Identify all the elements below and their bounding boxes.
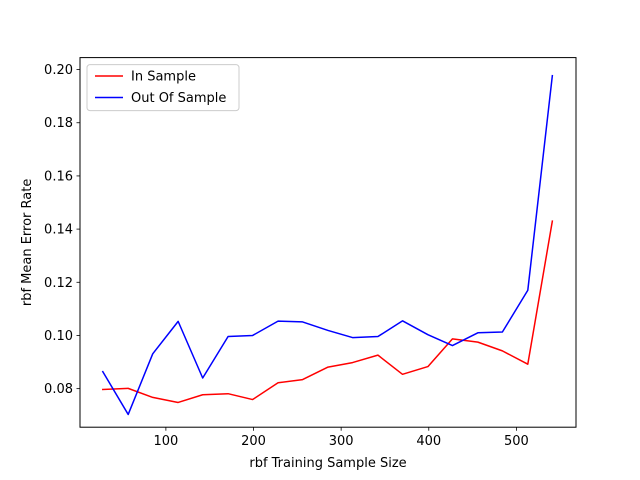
- y-tick-label: 0.12: [44, 276, 73, 291]
- plot-area: [80, 57, 576, 428]
- x-axis-ticks: 100 200 300 400 500: [153, 427, 529, 449]
- axes: [79, 57, 577, 428]
- y-tick-label: 0.14: [44, 223, 73, 238]
- legend: In Sample Out Of Sample: [86, 64, 240, 112]
- y-tick-label: 0.10: [44, 329, 73, 344]
- y-axis-ticks: 0.08 0.10 0.12 0.14 0.16 0.18 0.20: [44, 63, 80, 397]
- y-tick-label: 0.16: [44, 169, 73, 184]
- x-tick-label: 400: [416, 434, 441, 449]
- x-tick-label: 300: [329, 434, 354, 449]
- plot-frame: [79, 57, 577, 428]
- series-line-in-sample: [101, 220, 554, 404]
- series-line-out-of-sample: [101, 74, 554, 416]
- y-tick-label: 0.18: [44, 116, 73, 131]
- legend-label-out-of-sample: Out Of Sample: [131, 91, 226, 106]
- y-tick-label: 0.08: [44, 382, 73, 397]
- y-axis-label: rbf Mean Error Rate: [20, 179, 35, 307]
- legend-label-in-sample: In Sample: [131, 70, 196, 85]
- x-tick-label: 200: [241, 434, 266, 449]
- x-axis-label: rbf Training Sample Size: [249, 456, 406, 471]
- x-tick-label: 100: [153, 434, 178, 449]
- series-lines: [101, 74, 554, 416]
- x-tick-label: 500: [504, 434, 529, 449]
- y-tick-label: 0.20: [44, 63, 73, 78]
- legend-box: [86, 64, 240, 112]
